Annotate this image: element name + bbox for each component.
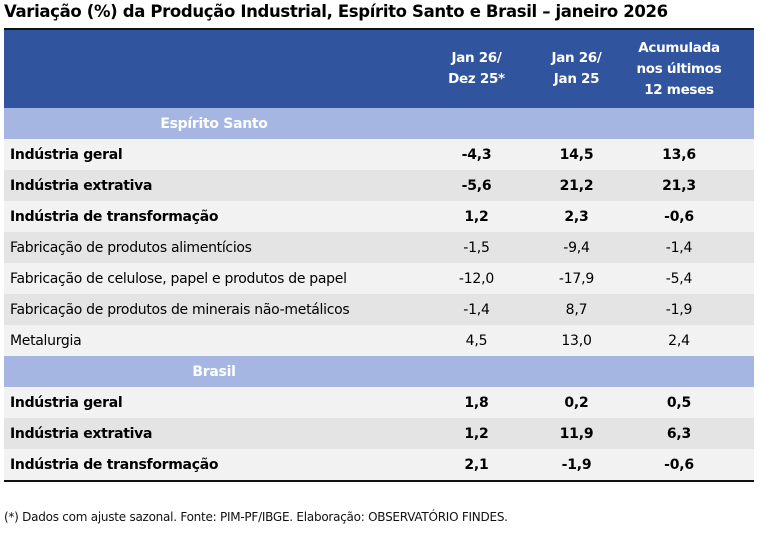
table-title: Variação (%) da Produção Industrial, Esp… xyxy=(4,2,668,21)
row-value: 0,2 xyxy=(564,394,589,411)
row-value: -4,3 xyxy=(461,146,492,163)
header-text: Jan 26/ xyxy=(551,50,602,66)
row-label: Fabricação de produtos alimentícios xyxy=(10,239,252,256)
header-col-year-over-year: Jan 26/ Jan 25 xyxy=(529,48,624,90)
table-row: Indústria geral -4,3 14,5 13,6 xyxy=(4,139,754,170)
row-value: -0,6 xyxy=(664,456,694,473)
production-table: Jan 26/ Dez 25* Jan 26/ Jan 25 Acumulada… xyxy=(4,28,754,482)
section-title: Espírito Santo xyxy=(160,115,268,132)
table-row: Fabricação de produtos de minerais não-m… xyxy=(4,294,754,325)
section-header: Espírito Santo xyxy=(4,108,754,139)
header-text: 12 meses xyxy=(644,81,714,98)
header-text: Jan 26/ xyxy=(451,50,502,66)
row-value: 6,3 xyxy=(666,425,692,442)
table-row: Indústria de transformação 1,2 2,3 -0,6 xyxy=(4,201,754,232)
header-text: nos últimos xyxy=(636,60,722,77)
row-value: 1,2 xyxy=(464,425,489,442)
row-value: 21,3 xyxy=(662,177,696,194)
row-value: 2,3 xyxy=(564,208,589,225)
row-label: Indústria de transformação xyxy=(10,208,219,225)
row-value: -1,5 xyxy=(463,239,490,256)
row-label: Indústria de transformação xyxy=(10,456,219,473)
section-header: Brasil xyxy=(4,356,754,387)
table-row: Indústria de transformação 2,1 -1,9 -0,6 xyxy=(4,449,754,480)
row-value: 21,2 xyxy=(559,177,594,194)
row-value: 8,7 xyxy=(565,301,588,318)
header-text: Dez 25* xyxy=(448,71,505,87)
row-value: -1,4 xyxy=(463,301,490,318)
header-text: Acumulada xyxy=(638,39,720,56)
footnote: (*) Dados com ajuste sazonal. Fonte: PIM… xyxy=(4,510,508,524)
row-value: -12,0 xyxy=(458,270,495,287)
row-label: Fabricação de celulose, papel e produtos… xyxy=(10,270,347,287)
row-value: -1,9 xyxy=(665,301,693,318)
row-value: -1,9 xyxy=(561,456,592,473)
row-value: 1,8 xyxy=(464,394,489,411)
row-value: 2,4 xyxy=(668,332,690,349)
header-col-12-months: Acumulada nos últimos 12 meses xyxy=(624,38,734,101)
row-label: Indústria extrativa xyxy=(10,177,153,194)
row-value: 11,9 xyxy=(559,425,594,442)
table-row: Indústria geral 1,8 0,2 0,5 xyxy=(4,387,754,418)
table-body: Espírito Santo Indústria geral -4,3 14,5 13,… xyxy=(4,108,754,480)
row-value: -1,4 xyxy=(665,239,693,256)
row-value: 2,1 xyxy=(464,456,489,473)
header-text: Jan 25 xyxy=(553,71,600,87)
row-label: Indústria geral xyxy=(10,394,123,411)
row-value: -17,9 xyxy=(558,270,595,287)
row-value: -9,4 xyxy=(563,239,590,256)
table-row: Metalurgia 4,5 13,0 2,4 xyxy=(4,325,754,356)
header-col-month-over-month: Jan 26/ Dez 25* xyxy=(424,48,529,90)
table-row: Fabricação de celulose, papel e produtos… xyxy=(4,263,754,294)
row-value: 13,0 xyxy=(561,332,592,349)
table-row: Indústria extrativa -5,6 21,2 21,3 xyxy=(4,170,754,201)
row-label: Metalurgia xyxy=(10,332,82,349)
table-row: Fabricação de produtos alimentícios -1,5 -… xyxy=(4,232,754,263)
row-value: 1,2 xyxy=(464,208,489,225)
row-value: 13,6 xyxy=(662,146,696,163)
table-row: Indústria extrativa 1,2 11,9 6,3 xyxy=(4,418,754,449)
section-title: Brasil xyxy=(192,363,236,380)
row-label: Fabricação de produtos de minerais não-m… xyxy=(10,301,350,318)
row-value: 0,5 xyxy=(666,394,692,411)
table-header: Jan 26/ Dez 25* Jan 26/ Jan 25 Acumulada… xyxy=(4,30,754,108)
row-value: 4,5 xyxy=(465,332,488,349)
row-label: Indústria extrativa xyxy=(10,425,153,442)
row-label: Indústria geral xyxy=(10,146,123,163)
row-value: -0,6 xyxy=(664,208,694,225)
row-value: -5,4 xyxy=(665,270,693,287)
row-value: -5,6 xyxy=(461,177,492,194)
row-value: 14,5 xyxy=(559,146,594,163)
